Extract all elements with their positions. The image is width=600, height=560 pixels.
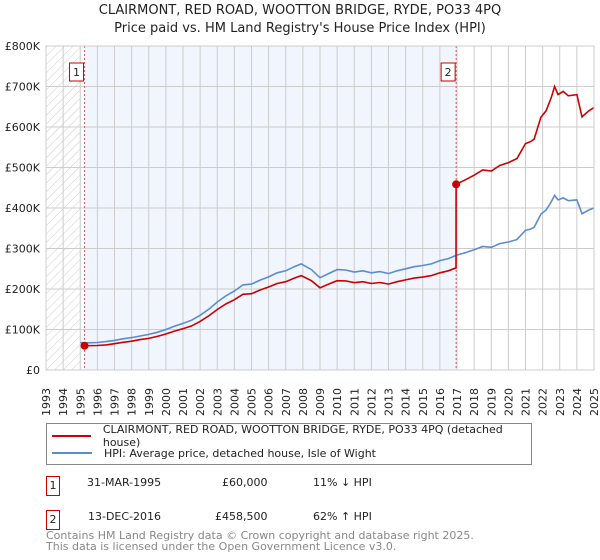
sale-annotation-box: 2 <box>440 62 456 82</box>
x-tick-label: 2012 <box>365 388 378 416</box>
x-tick-label: 2011 <box>348 388 361 416</box>
y-tick-label: £0 <box>26 364 40 377</box>
x-tick-label: 2014 <box>400 388 413 416</box>
x-tick-label: 1993 <box>40 388 53 416</box>
footer-copyright: Contains HM Land Registry data © Crown c… <box>46 529 474 542</box>
x-tick-label: 2001 <box>177 388 190 416</box>
y-tick-label: £500K <box>5 162 41 175</box>
annotation-label: 1 <box>73 66 80 79</box>
x-tick-label: 2000 <box>160 388 173 416</box>
legend-label: HPI: Average price, detached house, Isle… <box>104 446 376 460</box>
sale-annotation-box: 1 <box>69 62 85 82</box>
x-tick-label: 2013 <box>383 388 396 416</box>
legend: CLAIRMONT, RED ROAD, WOOTTON BRIDGE, RYD… <box>46 423 532 465</box>
x-tick-label: 2021 <box>520 388 533 416</box>
sale-price: £60,000 <box>222 476 268 489</box>
sale-price: £458,500 <box>215 510 268 523</box>
x-tick-label: 2005 <box>246 388 259 416</box>
x-tick-label: 1994 <box>57 388 70 416</box>
sale-point <box>452 180 461 189</box>
y-tick-label: £700K <box>5 81 41 94</box>
x-tick-label: 1996 <box>91 388 104 416</box>
x-tick-label: 2023 <box>554 388 567 416</box>
x-tick-label: 2022 <box>537 388 550 416</box>
x-tick-label: 1995 <box>74 388 87 416</box>
legend-label: CLAIRMONT, RED ROAD, WOOTTON BRIDGE, RYD… <box>102 423 503 449</box>
x-tick-label: 1998 <box>126 388 139 416</box>
x-tick-label: 1997 <box>109 388 122 416</box>
y-tick-label: £600K <box>5 121 41 134</box>
x-tick-label: 2008 <box>297 388 310 416</box>
x-tick-label: 2019 <box>485 388 498 416</box>
x-tick-label: 2002 <box>194 388 207 416</box>
x-tick-label: 2024 <box>571 388 584 416</box>
legend-item-hpi: HPI: Average price, detached house, Isle… <box>47 445 376 461</box>
legend-swatch <box>52 435 91 437</box>
y-tick-label: £800K <box>5 40 41 53</box>
x-tick-label: 2015 <box>417 388 430 416</box>
sale-hpi-diff: 11% ↓ HPI <box>313 476 372 489</box>
sale-point <box>80 341 89 350</box>
x-tick-label: 2009 <box>314 388 327 416</box>
hpi-line <box>80 193 595 344</box>
sale-marker-badge: 1 <box>46 476 60 496</box>
legend-swatch <box>52 452 92 454</box>
x-tick-label: 1999 <box>143 388 156 416</box>
sale-date: 13-DEC-2016 <box>88 510 162 523</box>
sale-marker-badge: 2 <box>46 510 60 530</box>
x-tick-label: 2010 <box>331 388 344 416</box>
y-tick-label: £200K <box>5 283 41 296</box>
annotation-box <box>69 62 85 82</box>
x-tick-label: 2004 <box>228 388 241 416</box>
sale-date: 31-MAR-1995 <box>87 476 162 489</box>
price-paid-line <box>84 84 595 347</box>
y-tick-label: £400K <box>5 202 41 215</box>
annotation-label: 2 <box>445 66 452 79</box>
x-tick-label: 2018 <box>468 388 481 416</box>
x-tick-label: 2020 <box>502 388 515 416</box>
x-tick-label: 2006 <box>263 388 276 416</box>
plot-border <box>45 45 595 371</box>
x-tick-label: 2025 <box>588 388 600 416</box>
footer: Contains HM Land Registry data © Crown c… <box>46 530 474 552</box>
y-tick-label: £300K <box>5 243 41 256</box>
x-tick-label: 2016 <box>434 388 447 416</box>
annotation-box <box>440 62 456 82</box>
x-tick-label: 2007 <box>280 388 293 416</box>
sale-hpi-diff: 62% ↑ HPI <box>313 510 372 523</box>
legend-item-property: CLAIRMONT, RED ROAD, WOOTTON BRIDGE, RYD… <box>47 423 531 449</box>
price-chart: 1993 1994 1995 1996 1997 1998 1999 2000 2001 2002… <box>5 40 600 416</box>
x-tick-label: 2003 <box>211 388 224 416</box>
chart-title: CLAIRMONT, RED ROAD, WOOTTON BRIDGE, RYD… <box>98 3 502 18</box>
x-tick-label: 2017 <box>451 388 464 416</box>
chart-subtitle: Price paid vs. HM Land Registry's House … <box>114 21 486 36</box>
y-tick-label: £100K <box>5 324 41 337</box>
footer-licence: This data is licensed under the Open Gov… <box>46 540 397 553</box>
